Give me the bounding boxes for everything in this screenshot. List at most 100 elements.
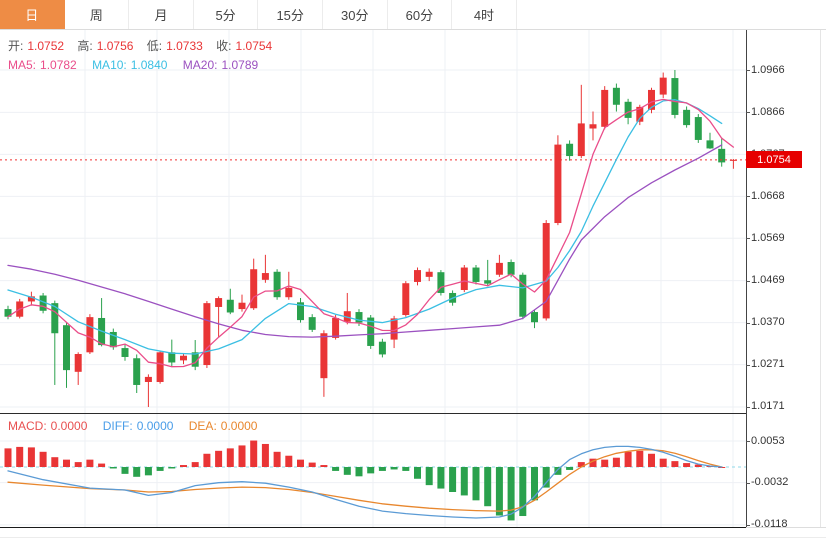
candle-body (250, 269, 258, 309)
candle-body (683, 109, 691, 126)
macd-bar (250, 440, 258, 467)
macd-label: MACD: (8, 419, 47, 433)
candle-body (86, 317, 94, 353)
macd-bar (390, 467, 398, 470)
macd-bar (659, 458, 667, 467)
bottom-edge-line (0, 537, 826, 538)
candle-body (612, 87, 620, 105)
tab-interval-15min[interactable]: 15分 (258, 0, 323, 29)
diff-label: DIFF: (102, 419, 133, 433)
tab-interval-week[interactable]: 周 (64, 0, 130, 29)
close-label: 收: (216, 39, 232, 53)
candle-body (601, 89, 609, 127)
macd-bar (636, 450, 644, 467)
candle-body (39, 295, 47, 311)
candle-body (109, 331, 117, 348)
price-axis-label-tickmark (746, 280, 750, 282)
candle-body (378, 341, 386, 355)
price-axis-label-tickmark (746, 322, 750, 324)
candlestick-chart[interactable] (0, 30, 746, 414)
macd-bar (156, 467, 164, 471)
candle-body (671, 78, 679, 115)
candle-body (308, 317, 316, 330)
ma-legend: MA5: 1.0782 MA10: 1.0840 MA20: 1.0789 (8, 58, 262, 72)
macd-bar (320, 465, 328, 467)
price-axis-label-tickmark (746, 238, 750, 240)
candle-body (624, 101, 632, 118)
candle-body (472, 267, 480, 282)
macd-bar (484, 467, 492, 507)
open-label: 开: (8, 39, 24, 53)
candle-body (367, 317, 375, 346)
macd-bar (308, 462, 316, 467)
macd-bar (437, 467, 445, 489)
price-axis-label-tickmark (746, 112, 750, 114)
candle-body (121, 348, 129, 357)
candle-body (297, 302, 304, 321)
candle-body (729, 159, 737, 161)
candle-body (589, 124, 597, 129)
price-axis-label: 1.0668 (751, 189, 785, 202)
macd-bar (74, 462, 82, 467)
macd-bar (612, 457, 620, 467)
macd-bar (238, 445, 246, 467)
macd-bar (495, 467, 503, 516)
macd-bar (27, 447, 35, 467)
price-axis-label: 1.0866 (751, 105, 785, 118)
candle-body (191, 352, 199, 367)
ma5-value: 1.0782 (40, 58, 77, 72)
tab-interval-month[interactable]: 月 (129, 0, 194, 29)
macd-bar (168, 467, 176, 469)
macd-bar (449, 467, 457, 492)
current-price-badge: 1.0754 (746, 151, 802, 169)
tab-interval-4hour[interactable]: 4时 (452, 0, 517, 29)
candle-body (168, 352, 176, 363)
macd-bar (425, 467, 433, 486)
macd-bar (4, 448, 12, 467)
macd-bar (226, 448, 234, 467)
dea-label: DEA: (188, 419, 217, 433)
candle-body (706, 140, 714, 149)
candle-body (74, 354, 82, 372)
price-axis-label: 1.0171 (751, 400, 785, 413)
macd-bar (648, 453, 655, 467)
candle-body (566, 143, 574, 157)
macd-bottom-border-right (746, 527, 826, 528)
macd-bar (297, 459, 304, 467)
candle-body (320, 333, 328, 379)
macd-bar (343, 467, 351, 475)
candle-body (226, 299, 234, 313)
dea-value: 0.0000 (220, 419, 258, 433)
macd-bar (285, 455, 293, 467)
macd-bottom-border (0, 527, 746, 528)
price-axis-label: 1.0271 (751, 358, 785, 371)
candle-body (133, 358, 141, 385)
close-value: 1.0754 (235, 39, 273, 53)
macd-bar (414, 467, 421, 479)
right-edge-line (820, 30, 821, 527)
macd-bar (16, 446, 24, 467)
low-label: 低: (146, 39, 163, 53)
ma20-value: 1.0789 (221, 58, 259, 72)
macd-axis-label-tickmark (746, 441, 750, 443)
candle-body (332, 317, 340, 338)
macd-chart[interactable] (0, 414, 746, 539)
tab-interval-day[interactable]: 日 (0, 0, 65, 29)
tab-interval-30min[interactable]: 30分 (322, 0, 388, 29)
ma5-line (7, 98, 735, 368)
candle-body (648, 89, 655, 110)
macd-bar (589, 458, 597, 467)
tab-interval-60min[interactable]: 60分 (387, 0, 453, 29)
macd-bar (531, 467, 538, 501)
macd-bar (402, 467, 410, 471)
macd-bar (507, 467, 515, 521)
macd-bar (671, 461, 679, 467)
price-axis-label: 1.0469 (751, 274, 785, 287)
candle-body (659, 77, 667, 95)
candle-body (27, 296, 35, 302)
candle-body (425, 271, 433, 277)
tab-interval-5min[interactable]: 5分 (193, 0, 259, 29)
main-macd-divider (0, 413, 746, 414)
candle-body (484, 280, 492, 284)
candle-body (273, 271, 281, 298)
